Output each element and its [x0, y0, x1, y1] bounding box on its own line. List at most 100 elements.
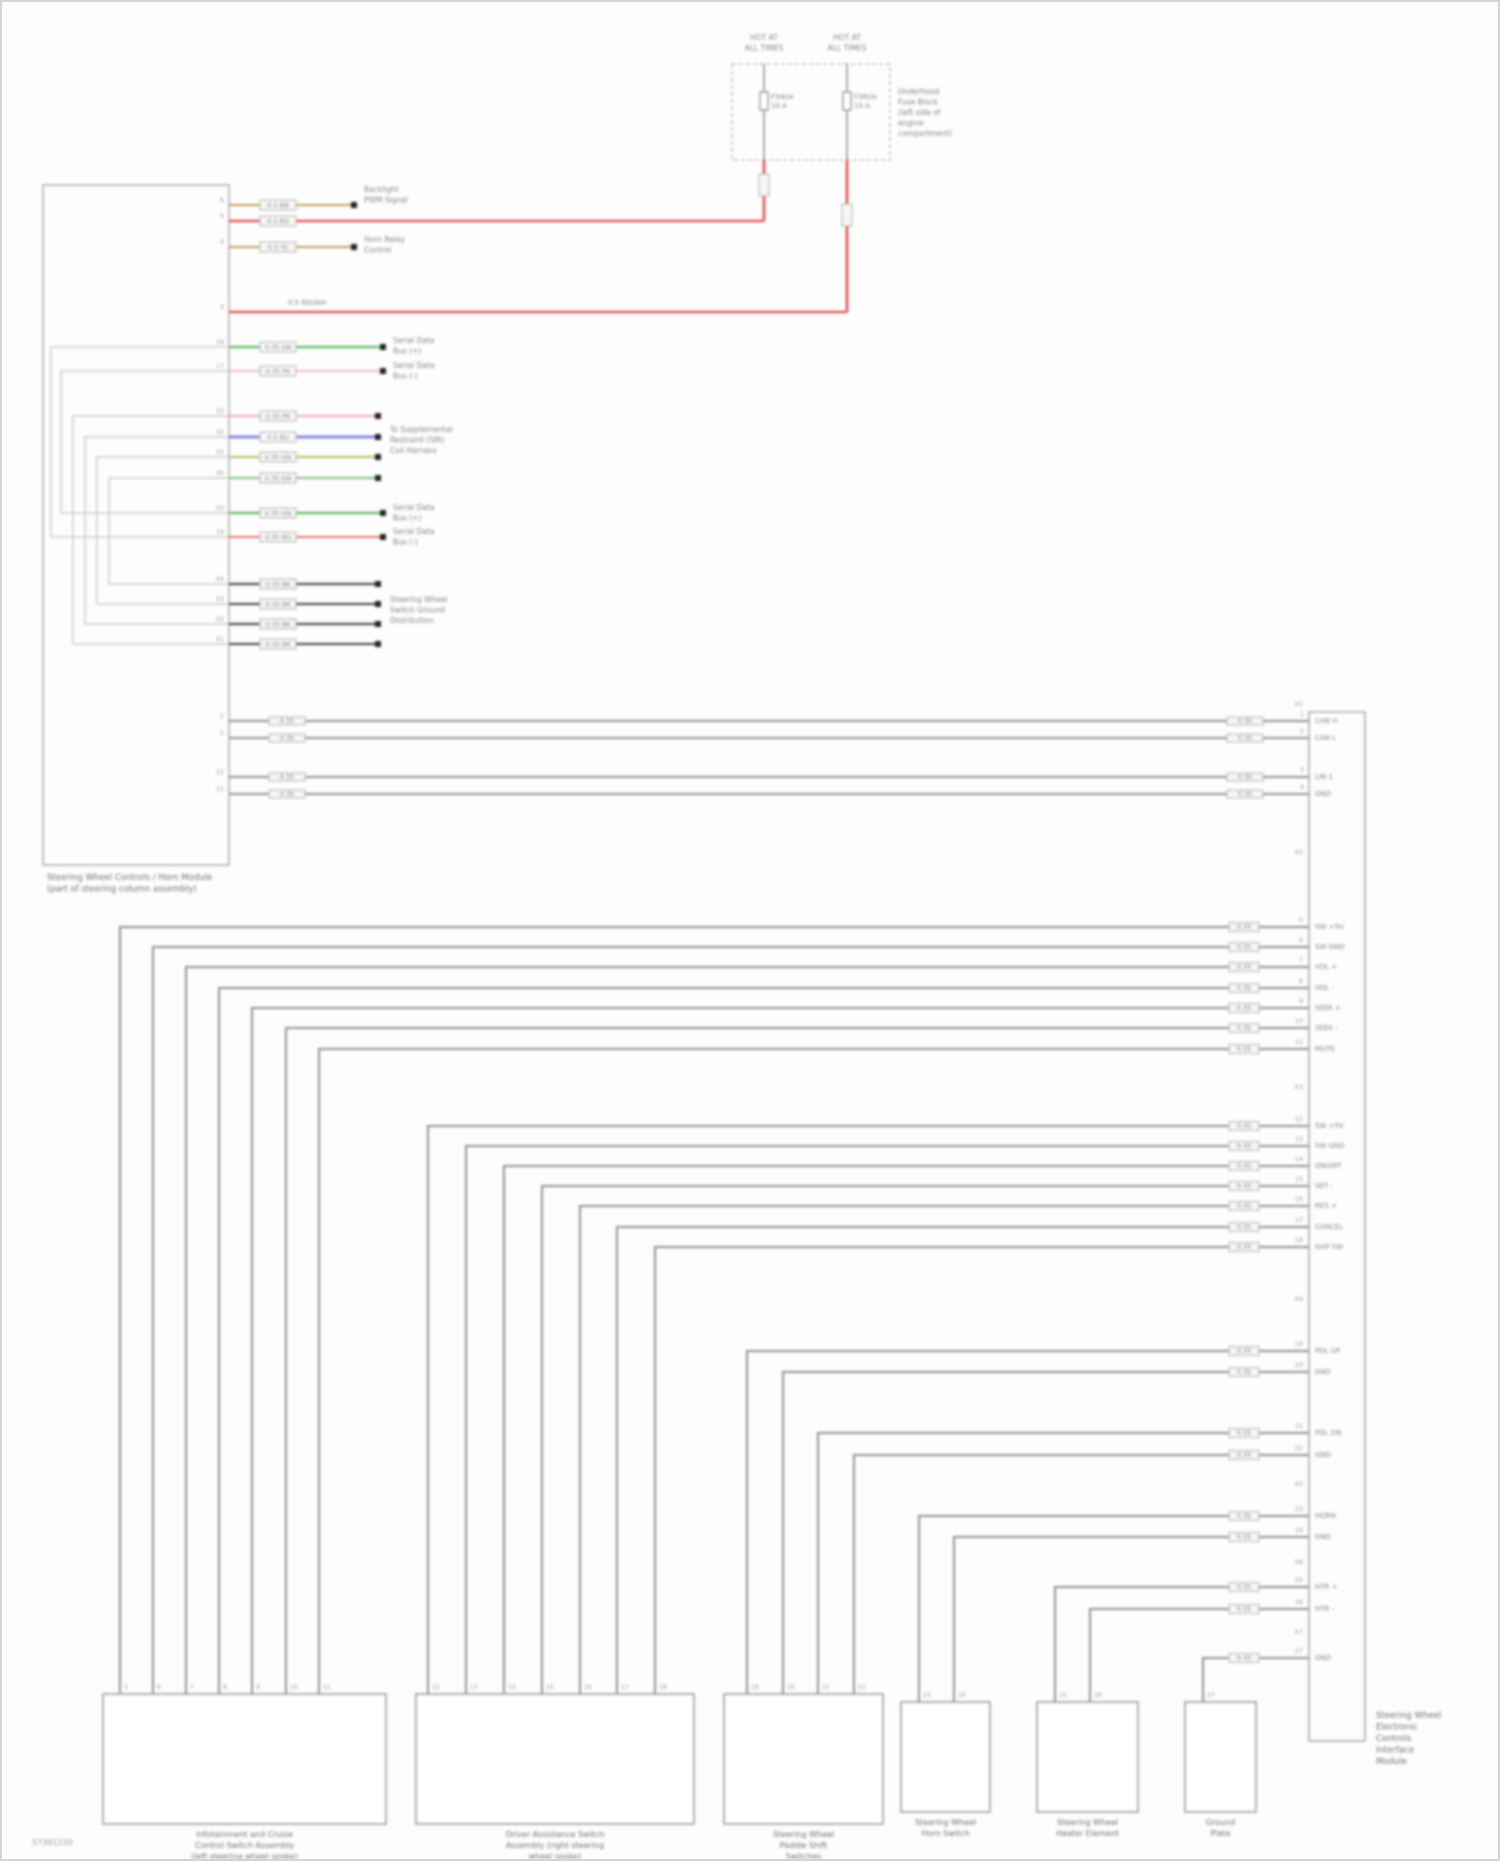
wire-gauge-box: [259, 451, 297, 463]
connector-label: X4: [1294, 1295, 1303, 1303]
internal-jumper-wire: [108, 477, 229, 585]
wire-gauge-label: 0.35: [1238, 734, 1252, 742]
pin-number: 44: [216, 575, 224, 583]
wire-gauge-label: 0.35: [1237, 1122, 1251, 1130]
component-wire: [218, 987, 1309, 1694]
annotation: Serial Data: [393, 503, 435, 512]
wire-gauge-box: [1228, 1367, 1260, 1377]
wire-gauge-label: 0.35: [1237, 1368, 1251, 1376]
pin-number: 10: [1295, 1017, 1303, 1025]
wire-gauge-box: [1226, 772, 1264, 782]
fuse-block-caption: (left side of: [898, 108, 941, 117]
wire-gauge-label: 0.35: [280, 717, 294, 725]
wire-gauge-box: [268, 733, 306, 743]
component-wire: [817, 1432, 1309, 1694]
terminal-dot: [380, 368, 386, 374]
wire-gauge-box: [1228, 962, 1260, 972]
right-module-caption: Interface: [1376, 1746, 1414, 1756]
component-caption: Horn Switch: [921, 1829, 969, 1838]
component-caption: Driver Assistance Switch: [506, 1830, 605, 1839]
left-module-caption: Steering Wheel Controls / Horn Module: [47, 873, 212, 883]
terminal-dot: [375, 641, 381, 647]
internal-jumper-wire: [84, 436, 229, 625]
wire-gauge-label: 0.35: [1238, 790, 1252, 798]
fuse-block-caption: Underhood: [898, 87, 940, 96]
annotation: Steering Wheel: [390, 595, 447, 604]
wire-gauge-box: [1228, 1532, 1260, 1542]
wire-gauge-box: [259, 507, 297, 519]
wire-gauge-box: [1228, 1161, 1260, 1171]
pin-number: 11: [1295, 1038, 1303, 1046]
wire-gauge-box: [259, 431, 297, 443]
signal-label: CAN L: [1315, 734, 1336, 742]
wire-gauge-label: 0.35: [1237, 1024, 1251, 1032]
component-pin-number: 27: [1207, 1692, 1215, 1699]
wire-gauge-label: 0.35: [1237, 963, 1251, 971]
component-pin-number: 25: [1059, 1692, 1067, 1699]
pin-number: 12: [1295, 1115, 1303, 1123]
pin-number: 33: [216, 407, 224, 415]
wire-gauge-label: 0.35: [1237, 1162, 1251, 1170]
fuse-block-caption: compartment): [898, 129, 952, 138]
terminal-dot: [375, 434, 381, 440]
wire-gauge-label: 0.35: [1237, 1429, 1251, 1437]
wire-gauge-label: 0.35: [1237, 1583, 1251, 1591]
pin-number: 3: [1300, 766, 1304, 774]
component-pin-number: 5: [124, 1684, 128, 1691]
component-caption: Ground: [1206, 1818, 1235, 1827]
terminal-dot: [375, 601, 381, 607]
pin-number: 25: [1295, 1576, 1303, 1584]
wire-gauge-label: 0.35: [1237, 1533, 1251, 1541]
component-pin-number: 26: [1094, 1692, 1102, 1699]
wire-gauge-box: [1228, 1653, 1260, 1663]
terminal-dot: [375, 454, 381, 460]
pin-number: 26: [1295, 1598, 1303, 1606]
pin-number: 6: [1299, 936, 1303, 944]
signal-label: HTR +: [1315, 1583, 1338, 1591]
wire-gauge-label: 0.35 BK: [265, 601, 291, 609]
wire-gauge-box: [259, 199, 297, 211]
annotation: Coil Harness: [390, 446, 437, 455]
wire-gauge-label: 0.35 BK: [265, 581, 291, 589]
component-pin-number: 19: [751, 1684, 759, 1691]
component-pin-number: 21: [822, 1684, 830, 1691]
annotation: Serial Data: [393, 527, 435, 536]
wire-gauge-box: [1228, 1511, 1260, 1521]
signal-label: CAN H: [1315, 717, 1337, 725]
wire-gauge-box: [259, 578, 297, 590]
wire-gauge-box: [1228, 1023, 1260, 1033]
component-caption: Assembly (right steering: [506, 1841, 604, 1850]
pin-number: 42: [216, 615, 224, 623]
pin-number: 15: [1295, 1175, 1303, 1183]
wire-gauge-label: 0.35 GN: [265, 454, 292, 462]
hot-label: ALL TIMES: [828, 44, 867, 53]
annotation: Backlight: [364, 185, 399, 194]
annotation: PWM Signal: [364, 196, 408, 205]
component-box: [102, 1693, 387, 1825]
wire-gauge-label: 0.35: [1238, 773, 1252, 781]
pin-number: 19: [1295, 1340, 1303, 1348]
signal-label: GND: [1315, 1368, 1331, 1376]
component-caption: Steering Wheel: [915, 1818, 976, 1827]
component-caption: Plate: [1210, 1829, 1230, 1838]
internal-jumper-wire: [60, 370, 229, 514]
wire-gauge-label: 0.35: [1237, 1004, 1251, 1012]
pin-number: 22: [1295, 1444, 1303, 1452]
inline-connector-box: [841, 203, 853, 227]
component-pin-number: 7: [190, 1684, 194, 1691]
signal-label: CANCEL: [1315, 1223, 1343, 1231]
component-wire: [918, 1515, 1309, 1702]
component-box: [1036, 1701, 1139, 1813]
component-caption: Infotainment and Cruise: [196, 1830, 293, 1839]
component-box: [415, 1693, 695, 1825]
annotation: Control: [364, 246, 391, 255]
component-pin-number: 17: [621, 1684, 629, 1691]
wire-gauge-label: 0.35: [1237, 1182, 1251, 1190]
pin-number: 2: [220, 712, 224, 720]
component-wire: [427, 1125, 1309, 1694]
wire-gauge-label: 0.35: [1237, 1142, 1251, 1150]
pin-number: 19: [216, 528, 224, 536]
component-wire: [503, 1165, 1309, 1694]
signal-label: VOL +: [1315, 963, 1337, 971]
